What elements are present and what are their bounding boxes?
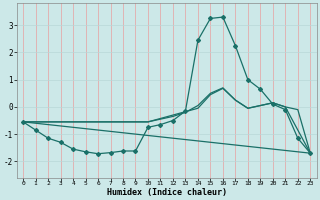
X-axis label: Humidex (Indice chaleur): Humidex (Indice chaleur): [107, 188, 227, 197]
